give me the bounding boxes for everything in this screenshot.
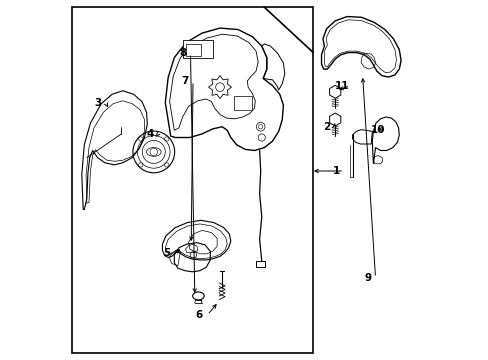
- Bar: [186, 44, 201, 56]
- Text: 8: 8: [179, 48, 186, 58]
- Text: 2: 2: [322, 122, 329, 132]
- Text: 9: 9: [363, 273, 370, 283]
- Bar: [234, 96, 252, 110]
- Text: 11: 11: [334, 81, 349, 91]
- Bar: [182, 40, 213, 58]
- Text: 4: 4: [146, 129, 154, 139]
- Bar: [256, 261, 264, 267]
- Bar: [72, 7, 312, 353]
- Text: 5: 5: [163, 248, 170, 258]
- Text: 7: 7: [181, 76, 188, 86]
- Text: 3: 3: [94, 98, 101, 108]
- Text: 1: 1: [332, 166, 339, 176]
- Text: 10: 10: [370, 125, 385, 135]
- Text: 6: 6: [196, 310, 203, 320]
